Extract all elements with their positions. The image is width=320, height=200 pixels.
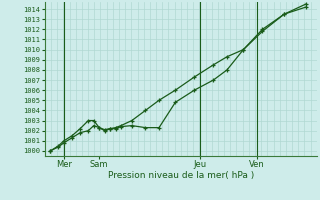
X-axis label: Pression niveau de la mer( hPa ): Pression niveau de la mer( hPa ) (108, 171, 254, 180)
